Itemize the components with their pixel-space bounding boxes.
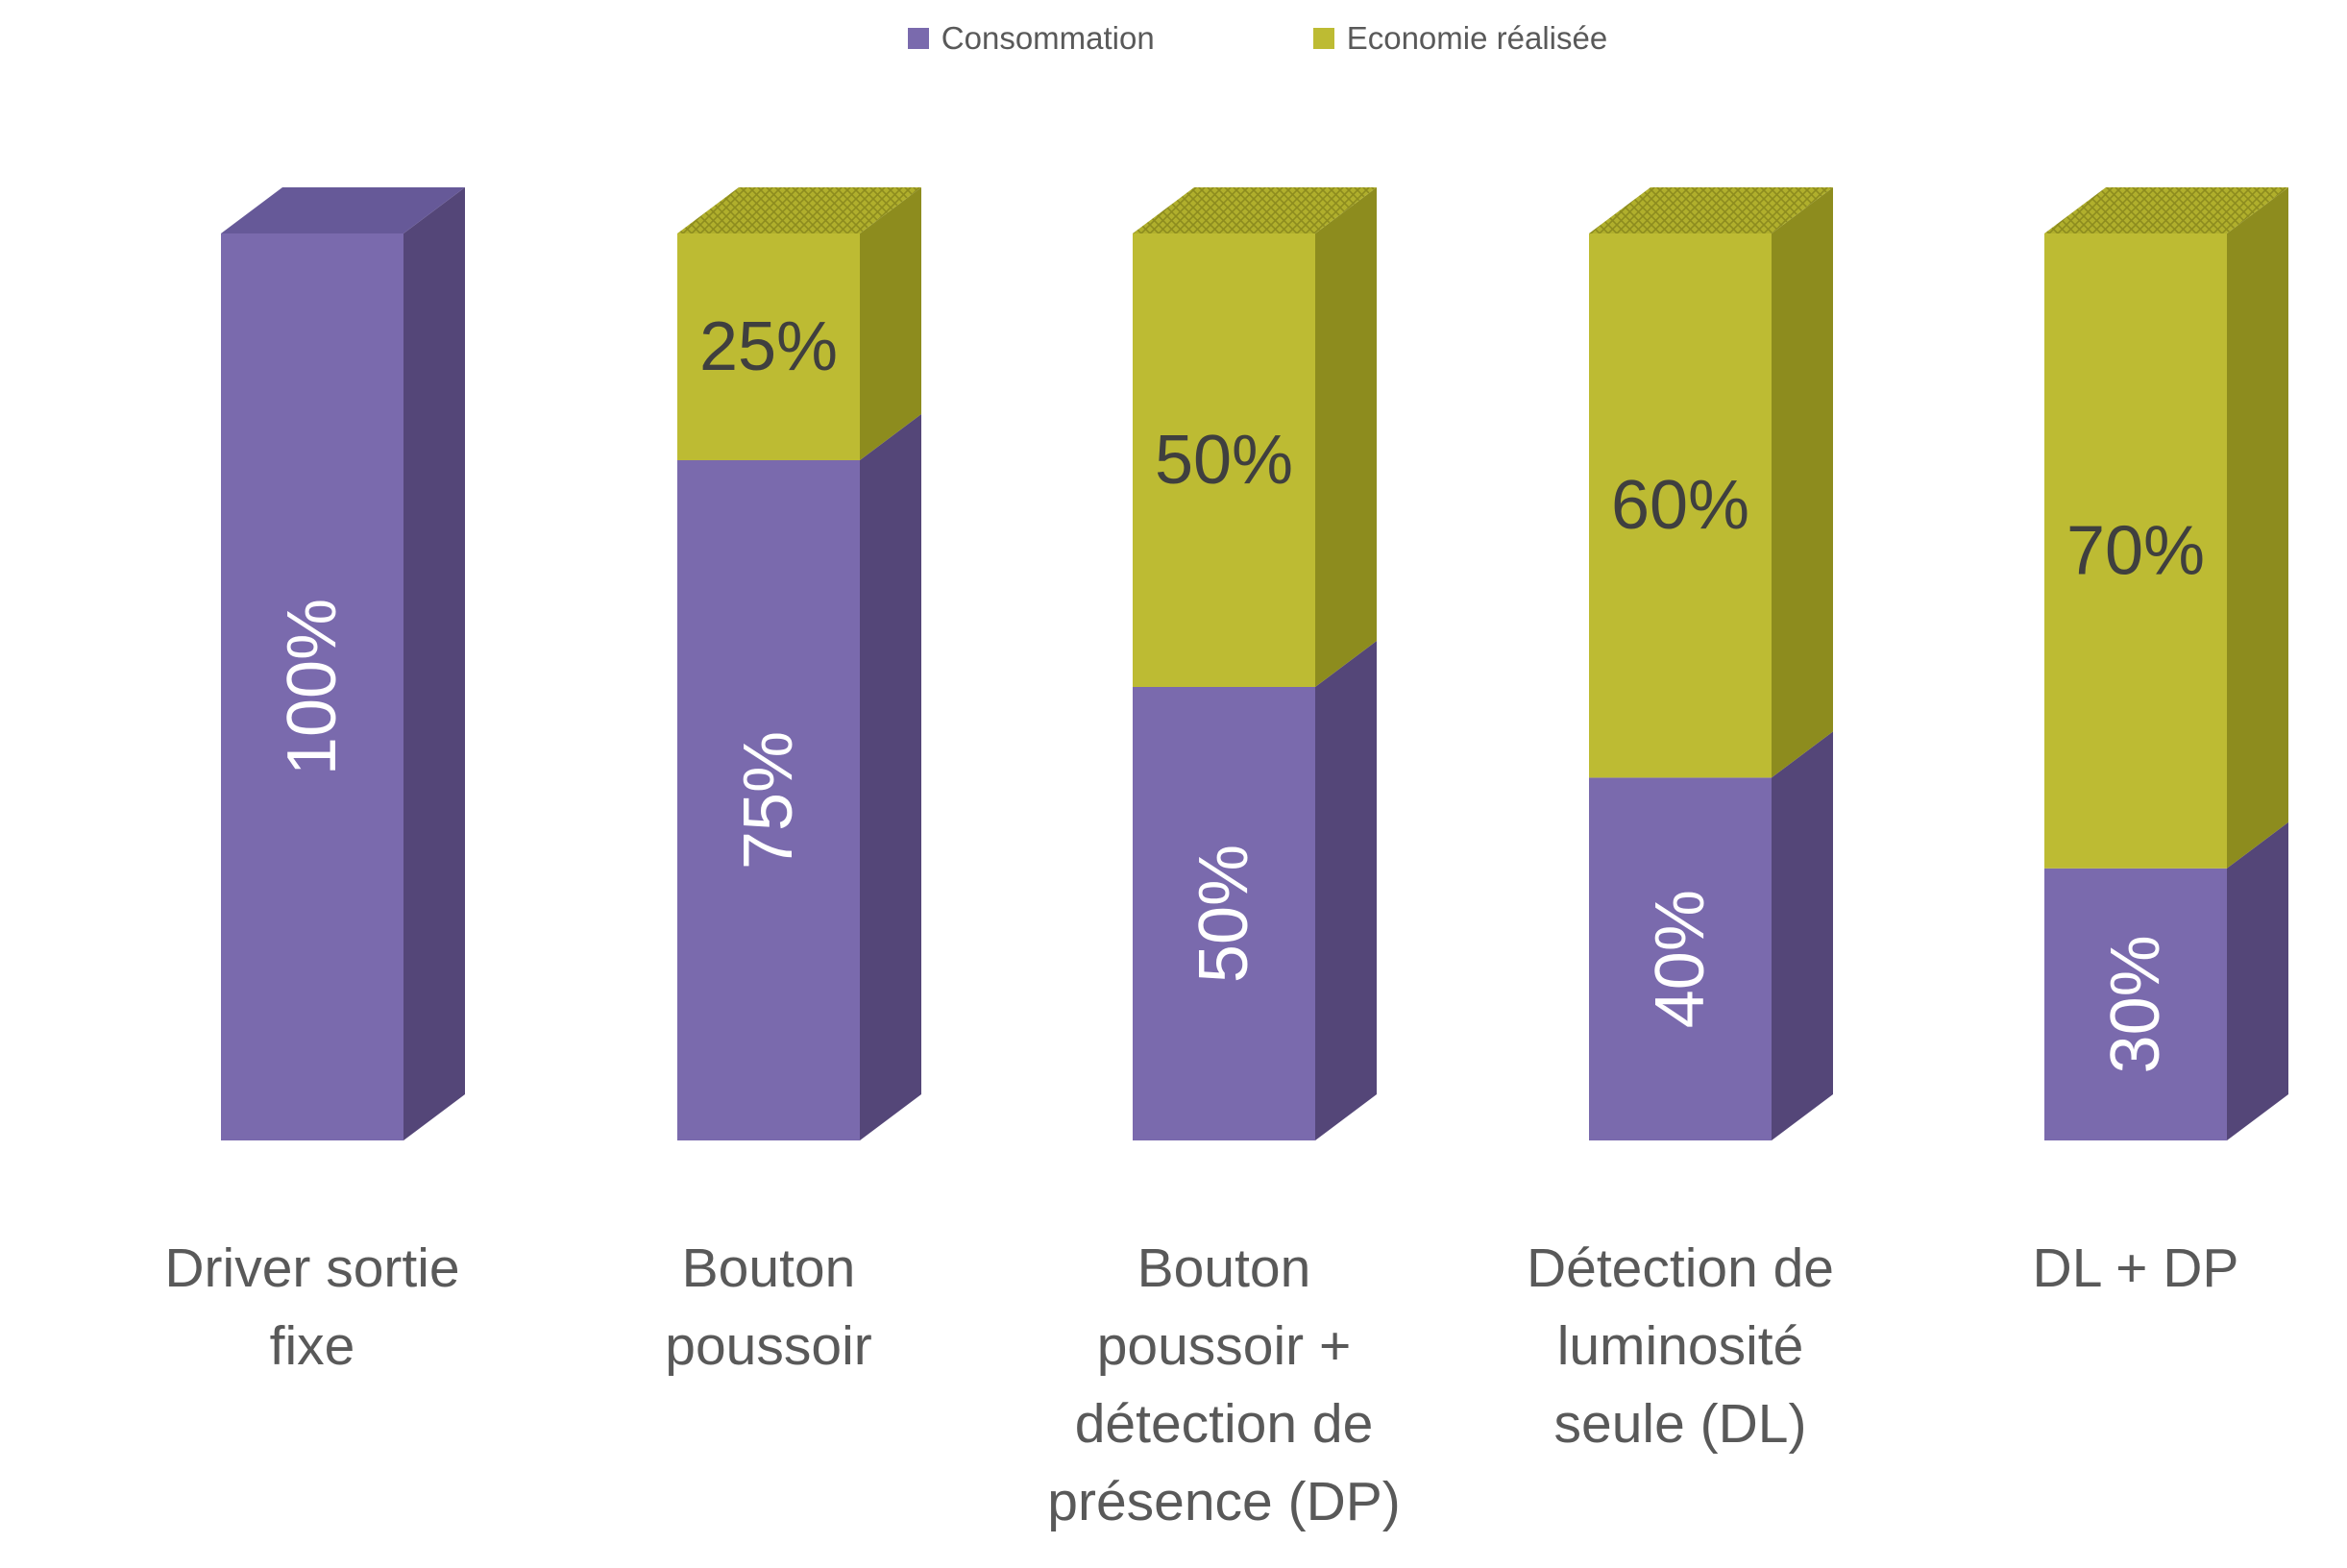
data-label-economie-4: 70% [2066, 512, 2205, 589]
legend-item-economie: Economie réalisée [1312, 17, 1608, 60]
data-label-economie-3: 60% [1611, 467, 1749, 544]
bar-3-side-economie [1772, 187, 1833, 778]
bar-4-top-face [2044, 187, 2288, 233]
bar-4-side-economie [2227, 187, 2288, 869]
bar-1-front-economie [677, 233, 860, 460]
bar-3-top-face [1589, 187, 1833, 233]
bar-1-side-consommation [860, 414, 921, 1140]
bar-4-side-consommation [2227, 821, 2288, 1140]
legend-label-economie: Economie réalisée [1346, 20, 1608, 56]
bar-3-side-consommation [1772, 731, 1833, 1140]
bar-2-top-face [1133, 187, 1377, 233]
data-label-economie-1: 25% [699, 308, 838, 385]
legend-item-consommation: Consommation [907, 17, 1155, 60]
bar-0-top-face [221, 187, 465, 233]
chart-legend: Consommation Economie réalisée [0, 17, 2347, 60]
bar-3-front-economie [1589, 233, 1772, 778]
legend-swatch-consommation [907, 28, 929, 49]
data-label-consommation-3: 40% [1642, 890, 1719, 1028]
bar-2-front-consommation [1133, 687, 1315, 1140]
legend-label-consommation: Consommation [941, 20, 1155, 56]
bar-0-front-consommation [221, 233, 403, 1140]
bar-2-front-economie [1133, 233, 1315, 687]
bar-0-side-consommation [403, 187, 465, 1140]
legend-swatch-economie [1312, 28, 1334, 49]
data-label-consommation-0: 100% [274, 599, 351, 775]
bar-4-front-consommation [2044, 868, 2227, 1140]
bar-1-side-economie [860, 187, 921, 460]
bar-2-side-consommation [1315, 641, 1377, 1140]
bar-1-front-consommation [677, 460, 860, 1140]
bar-4-front-economie [2044, 233, 2227, 869]
bar-1-top-face [677, 187, 921, 233]
data-label-consommation-2: 50% [1186, 845, 1262, 983]
bar-3-front-consommation [1589, 777, 1772, 1140]
bar-2-side-economie [1315, 187, 1377, 687]
data-label-economie-2: 50% [1155, 422, 1293, 499]
data-label-consommation-4: 30% [2097, 935, 2174, 1073]
data-label-consommation-1: 75% [730, 731, 807, 870]
